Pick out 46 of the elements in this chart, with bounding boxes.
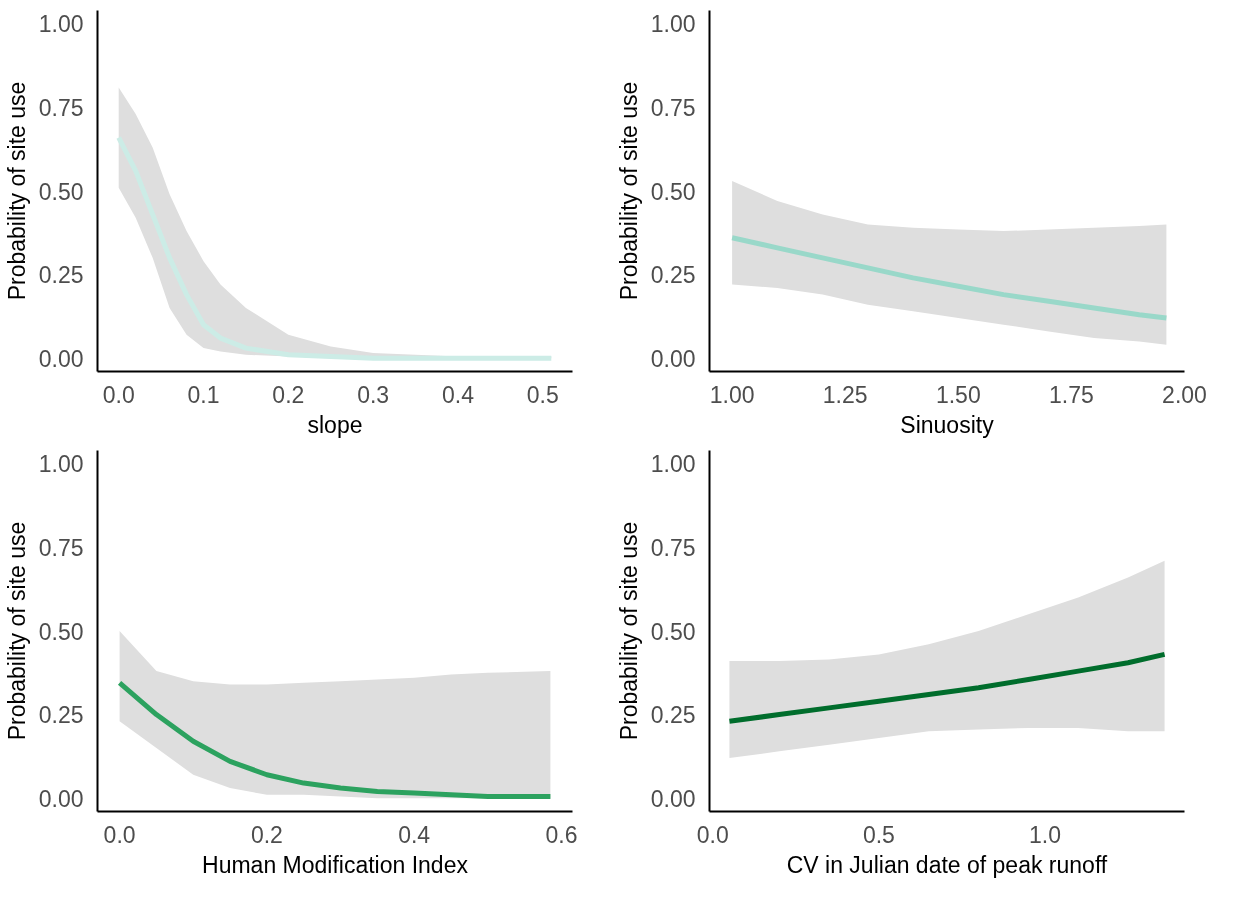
- x-tick-label: 1.50: [935, 381, 981, 408]
- y-tick-label: 0.50: [650, 618, 696, 645]
- x-tick-label: 0.0: [103, 821, 136, 848]
- x-tick-label: 0.4: [398, 821, 431, 848]
- x-tick-label: 1.25: [822, 381, 868, 408]
- x-tick-label: 0.0: [102, 381, 135, 408]
- y-tick-label: 0.00: [38, 785, 84, 812]
- x-tick-label: 0.2: [250, 821, 283, 848]
- x-tick-label: 0.5: [526, 381, 559, 408]
- y-tick-label: 0.75: [650, 534, 696, 561]
- y-tick-label: 0.25: [38, 262, 84, 289]
- y-axis-title: Probability of site use: [3, 81, 30, 301]
- x-tick-label: 0.5: [862, 821, 895, 848]
- y-tick-label: 1.00: [38, 451, 84, 478]
- y-tick-label: 0.75: [38, 534, 84, 561]
- x-tick-label: 1.00: [709, 381, 755, 408]
- x-tick-label: 0.0: [696, 821, 729, 848]
- y-axis-title: Probability of site use: [615, 81, 642, 301]
- y-tick-label: 0.50: [38, 618, 84, 645]
- y-tick-label: 0.25: [650, 702, 696, 729]
- x-tick-label: 2.00: [1162, 381, 1207, 408]
- x-axis-title: Human Modification Index: [202, 851, 469, 878]
- x-tick-label: 1.75: [1049, 381, 1094, 408]
- y-tick-label: 0.50: [650, 178, 696, 205]
- x-axis-title: slope: [307, 411, 363, 438]
- y-tick-label: 0.00: [650, 785, 696, 812]
- y-tick-label: 1.00: [650, 451, 696, 478]
- y-tick-label: 0.75: [650, 94, 696, 121]
- x-axis-title: CV in Julian date of peak runoff: [786, 851, 1108, 878]
- y-axis-title: Probability of site use: [3, 521, 30, 741]
- y-tick-label: 0.75: [38, 94, 84, 121]
- y-axis-title: Probability of site use: [615, 521, 642, 741]
- x-tick-label: 0.3: [357, 381, 390, 408]
- y-tick-label: 0.00: [38, 345, 84, 372]
- y-tick-label: 0.25: [650, 262, 696, 289]
- x-tick-label: 0.1: [187, 381, 220, 408]
- x-tick-label: 0.6: [545, 821, 578, 848]
- x-axis-title: Sinuosity: [900, 411, 995, 438]
- y-tick-label: 0.50: [38, 178, 84, 205]
- y-tick-label: 0.25: [38, 702, 84, 729]
- x-tick-label: 1.0: [1029, 821, 1061, 848]
- x-tick-label: 0.2: [272, 381, 305, 408]
- y-tick-label: 0.00: [650, 345, 696, 372]
- x-tick-label: 0.4: [442, 381, 475, 408]
- y-tick-label: 1.00: [650, 11, 696, 38]
- y-tick-label: 1.00: [38, 11, 84, 38]
